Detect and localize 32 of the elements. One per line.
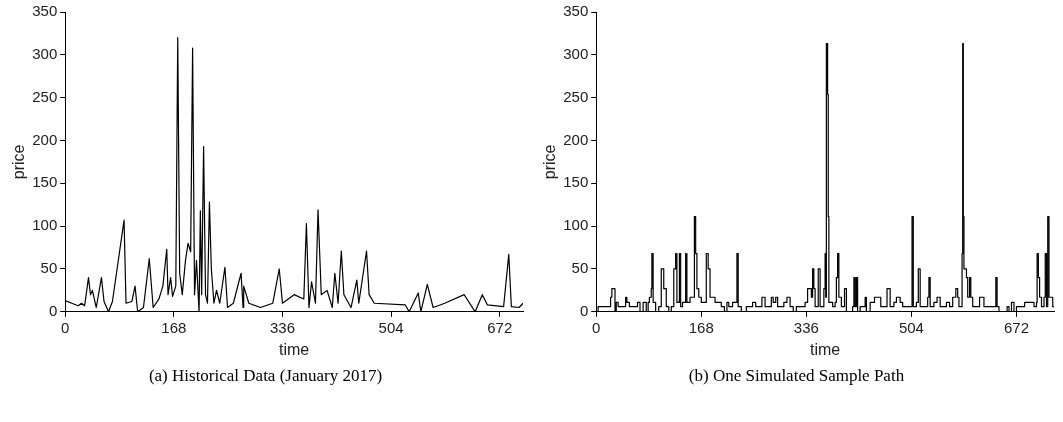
y-tick-label: 100 [32, 216, 58, 234]
y-axis-title: price [10, 144, 28, 180]
x-tick-label: 0 [592, 318, 601, 336]
y-tick-label: 0 [579, 301, 589, 319]
x-tick-label: 504 [898, 318, 924, 336]
x-axis-title: time [279, 340, 310, 358]
y-tick-label: 100 [563, 216, 589, 234]
y-tick-label: 50 [571, 259, 589, 277]
y-tick-label: 50 [40, 259, 58, 277]
x-tick-label: 672 [1003, 318, 1029, 336]
x-tick-label: 168 [161, 318, 187, 336]
y-tick-label: 150 [563, 173, 589, 191]
text: (b) One Simulated Sample Path [687, 366, 906, 386]
y-tick-label: 250 [32, 87, 58, 105]
y-tick-label: 300 [563, 44, 589, 62]
y-tick-label: 150 [32, 173, 58, 191]
y-tick-label: 0 [48, 301, 58, 319]
x-tick-label: 0 [61, 318, 70, 336]
y-tick-label: 200 [32, 130, 58, 148]
x-axis-title: time [810, 340, 841, 358]
x-tick-label: 672 [487, 318, 513, 336]
y-tick-label: 250 [563, 87, 589, 105]
y-tick-label: 200 [563, 130, 589, 148]
text: (a) Historical Data (January 2017) [147, 366, 384, 386]
x-tick-label: 336 [793, 318, 819, 336]
y-tick-label: 300 [32, 44, 58, 62]
x-tick-label: 504 [378, 318, 404, 336]
x-tick-label: 168 [688, 318, 714, 336]
y-axis-title: price [541, 144, 559, 180]
y-tick-label: 350 [563, 2, 589, 20]
y-tick-label: 350 [32, 2, 58, 20]
x-tick-label: 336 [269, 318, 295, 336]
